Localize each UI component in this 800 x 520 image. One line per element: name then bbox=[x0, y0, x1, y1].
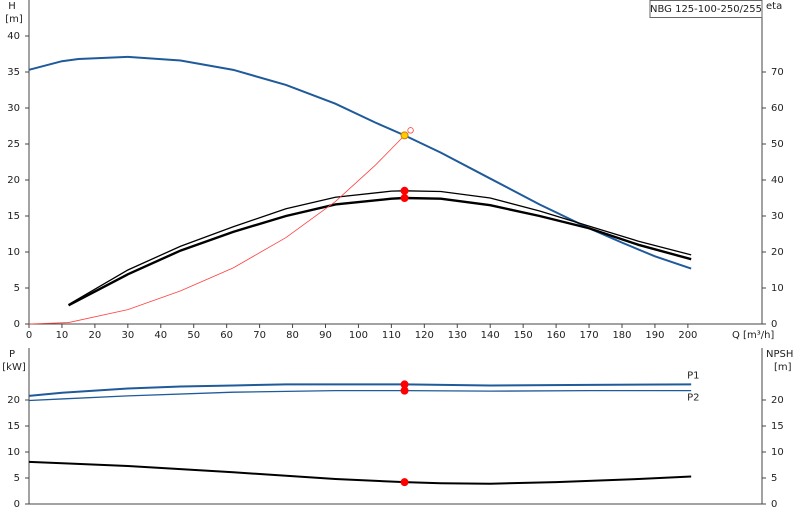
y2-tick-label: 0 bbox=[771, 499, 777, 510]
x-tick-label: 130 bbox=[448, 330, 467, 341]
title-box bbox=[649, 0, 763, 18]
y2-axis-title: eta bbox=[766, 1, 782, 12]
y2-tick-label: 10 bbox=[771, 283, 784, 294]
series-line bbox=[28, 383, 692, 397]
y-tick-label: 10 bbox=[7, 247, 20, 258]
x-axis-title: Q [m³/h] bbox=[732, 330, 774, 341]
y2-tick-label: 10 bbox=[771, 447, 784, 458]
x-tick-label: 10 bbox=[56, 330, 69, 341]
y-tick-label: 5 bbox=[14, 283, 20, 294]
y2-tick-label: 60 bbox=[771, 103, 784, 114]
y2-axis-title: NPSH bbox=[766, 349, 793, 360]
x-tick-label: 180 bbox=[612, 330, 631, 341]
y-tick-label: 15 bbox=[7, 211, 20, 222]
x-tick-label: 110 bbox=[382, 330, 401, 341]
y2-tick-label: 20 bbox=[771, 247, 784, 258]
y-tick-label: 40 bbox=[7, 31, 20, 42]
x-tick-label: 70 bbox=[253, 330, 266, 341]
x-tick-label: 30 bbox=[121, 330, 134, 341]
y-axis-unit: [m] bbox=[5, 14, 23, 25]
x-tick-label: 90 bbox=[319, 330, 332, 341]
series-label: P2 bbox=[687, 393, 699, 404]
y-axis-unit: [kW] bbox=[2, 362, 26, 373]
y2-tick-label: 40 bbox=[771, 175, 784, 186]
y2-tick-label: 15 bbox=[771, 421, 784, 432]
y-tick-label: 15 bbox=[7, 421, 20, 432]
y-tick-label: 25 bbox=[7, 139, 20, 150]
y-tick-label: 35 bbox=[7, 67, 20, 78]
series-line bbox=[68, 190, 692, 306]
y-axis-title: H bbox=[8, 1, 16, 12]
x-tick-label: 120 bbox=[415, 330, 434, 341]
x-tick-label: 190 bbox=[645, 330, 664, 341]
y2-axis-unit: [m] bbox=[774, 362, 792, 373]
y-tick-label: 30 bbox=[7, 103, 20, 114]
x-tick-label: 160 bbox=[547, 330, 566, 341]
y2-tick-label: 20 bbox=[771, 395, 784, 406]
x-tick-label: 0 bbox=[26, 330, 32, 341]
series-line bbox=[28, 389, 692, 402]
y-tick-label: 5 bbox=[14, 473, 20, 484]
x-tick-label: 170 bbox=[579, 330, 598, 341]
operating-point bbox=[400, 386, 409, 395]
y-tick-label: 10 bbox=[7, 447, 20, 458]
y2-tick-label: 50 bbox=[771, 139, 784, 150]
hint-circle bbox=[407, 127, 414, 134]
x-tick-label: 100 bbox=[349, 330, 368, 341]
x-tick-label: 80 bbox=[286, 330, 299, 341]
operating-point bbox=[400, 131, 409, 140]
series-label: P1 bbox=[687, 370, 699, 381]
y2-tick-label: 70 bbox=[771, 67, 784, 78]
y2-tick-label: 30 bbox=[771, 211, 784, 222]
x-tick-label: 60 bbox=[220, 330, 233, 341]
y2-tick-label: 5 bbox=[771, 473, 777, 484]
series-line bbox=[28, 135, 405, 325]
y-tick-label: 0 bbox=[14, 319, 20, 330]
x-tick-label: 150 bbox=[514, 330, 533, 341]
operating-point bbox=[400, 478, 409, 487]
x-tick-label: 50 bbox=[187, 330, 200, 341]
y-axis-title: P bbox=[9, 349, 15, 360]
operating-point bbox=[400, 194, 409, 202]
y-tick-label: 20 bbox=[7, 175, 20, 186]
y-tick-label: 20 bbox=[7, 395, 20, 406]
x-tick-label: 20 bbox=[89, 330, 102, 341]
y2-tick-label: 0 bbox=[771, 319, 777, 330]
chart-title: NBG 125-100-250/255 bbox=[650, 4, 762, 15]
x-tick-label: 40 bbox=[154, 330, 167, 341]
series-line bbox=[67, 196, 692, 307]
y-tick-label: 0 bbox=[14, 499, 20, 510]
operating-point bbox=[400, 186, 409, 195]
x-tick-label: 200 bbox=[678, 330, 697, 341]
x-tick-label: 140 bbox=[481, 330, 500, 341]
